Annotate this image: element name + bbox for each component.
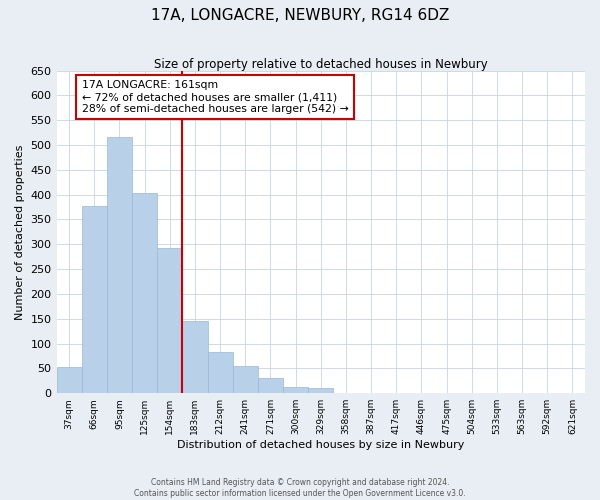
Bar — [56, 368, 82, 393]
Bar — [107, 137, 132, 393]
Text: 17A, LONGACRE, NEWBURY, RG14 6DZ: 17A, LONGACRE, NEWBURY, RG14 6DZ — [151, 8, 449, 22]
Bar — [283, 387, 308, 393]
Bar — [208, 352, 233, 393]
Bar — [182, 321, 208, 393]
Bar — [233, 366, 258, 393]
Bar — [308, 388, 334, 393]
Text: Contains HM Land Registry data © Crown copyright and database right 2024.
Contai: Contains HM Land Registry data © Crown c… — [134, 478, 466, 498]
Bar — [82, 206, 107, 393]
Text: 17A LONGACRE: 161sqm
← 72% of detached houses are smaller (1,411)
28% of semi-de: 17A LONGACRE: 161sqm ← 72% of detached h… — [82, 80, 349, 114]
X-axis label: Distribution of detached houses by size in Newbury: Distribution of detached houses by size … — [177, 440, 464, 450]
Bar — [258, 378, 283, 393]
Y-axis label: Number of detached properties: Number of detached properties — [15, 144, 25, 320]
Bar — [132, 193, 157, 393]
Bar — [157, 248, 182, 393]
Title: Size of property relative to detached houses in Newbury: Size of property relative to detached ho… — [154, 58, 488, 70]
